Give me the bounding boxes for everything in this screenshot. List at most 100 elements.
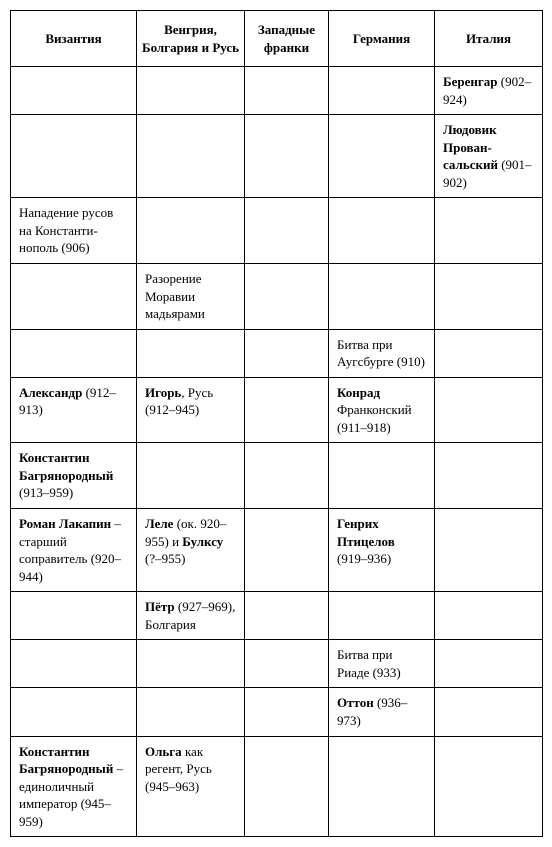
cell <box>435 198 543 264</box>
cell: Пётр (927–969), Болгария <box>137 592 245 640</box>
ruler-name: Булксу <box>182 534 223 549</box>
cell: Игорь, Русь (912–945) <box>137 377 245 443</box>
cell: Битва при Аугсбурге (910) <box>329 329 435 377</box>
event-text: Нападение русов на Константи­нополь (906… <box>19 205 113 255</box>
cell <box>245 592 329 640</box>
table-row: Пётр (927–969), Болгария <box>11 592 543 640</box>
cell <box>435 736 543 837</box>
header-italy: Италия <box>435 11 543 67</box>
event-text: Битва при Аугсбурге (910) <box>337 337 425 370</box>
cell <box>435 264 543 330</box>
cell <box>435 509 543 592</box>
ruler-dates: (?–955) <box>145 551 185 566</box>
cell <box>245 115 329 198</box>
cell <box>329 67 435 115</box>
cell: Беренгар (902–924) <box>435 67 543 115</box>
cell <box>245 688 329 736</box>
ruler-dates: (919–936) <box>337 551 391 566</box>
table-row: Константин Багрянородный (913–959) <box>11 443 543 509</box>
cell <box>137 329 245 377</box>
table-row: Людовик Прован­сальский (901–902) <box>11 115 543 198</box>
ruler-name: Константин Багрянородный <box>19 744 113 777</box>
ruler-name: Конрад <box>337 385 380 400</box>
cell <box>245 198 329 264</box>
cell <box>11 592 137 640</box>
header-hungary-bulgaria-rus: Венгрия, Болгария и Русь <box>137 11 245 67</box>
header-germany: Германия <box>329 11 435 67</box>
header-west-franks: Западные франки <box>245 11 329 67</box>
cell <box>329 198 435 264</box>
cell <box>137 443 245 509</box>
ruler-name: Пётр <box>145 599 175 614</box>
ruler-name: Ольга <box>145 744 182 759</box>
table-body: Беренгар (902–924) Людовик Прован­сальск… <box>11 67 543 837</box>
cell <box>329 115 435 198</box>
cell <box>435 377 543 443</box>
header-row: Византия Венгрия, Болгария и Русь Западн… <box>11 11 543 67</box>
cell <box>435 688 543 736</box>
cell: Ольга как регент, Русь (945–963) <box>137 736 245 837</box>
cell <box>245 377 329 443</box>
ruler-dates: (913–959) <box>19 485 73 500</box>
cell <box>11 329 137 377</box>
table-row: Александр (912–913) Игорь, Русь (912–945… <box>11 377 543 443</box>
table-row: Битва при Аугсбурге (910) <box>11 329 543 377</box>
table-row: Беренгар (902–924) <box>11 67 543 115</box>
cell <box>329 592 435 640</box>
event-text: Разорение Моравии мадьярами <box>145 271 205 321</box>
cell: Леле (ок. 920–955) и Булксу (?–955) <box>137 509 245 592</box>
cell <box>245 443 329 509</box>
cell: Оттон (936–973) <box>329 688 435 736</box>
ruler-name: Леле <box>145 516 173 531</box>
ruler-dates: Франконский (911–918) <box>337 402 412 435</box>
table-row: Роман Лакапин – старший соправитель (920… <box>11 509 543 592</box>
cell <box>245 640 329 688</box>
cell <box>11 115 137 198</box>
cell: Нападение русов на Константи­нополь (906… <box>11 198 137 264</box>
ruler-name: Роман Лакапин <box>19 516 111 531</box>
cell <box>245 329 329 377</box>
table-row: Нападение русов на Константи­нополь (906… <box>11 198 543 264</box>
cell: Конрад Франконский (911–918) <box>329 377 435 443</box>
header-byzantium: Византия <box>11 11 137 67</box>
cell: Роман Лакапин – старший соправитель (920… <box>11 509 137 592</box>
cell: Генрих Птицелов (919–936) <box>329 509 435 592</box>
cell <box>435 443 543 509</box>
table-row: Оттон (936–973) <box>11 688 543 736</box>
cell <box>11 67 137 115</box>
ruler-name: Игорь <box>145 385 181 400</box>
cell <box>435 329 543 377</box>
cell: Константин Багрянородный – единоличный и… <box>11 736 137 837</box>
cell: Александр (912–913) <box>11 377 137 443</box>
ruler-name: Людовик Прован­сальский <box>443 122 498 172</box>
cell <box>245 509 329 592</box>
cell <box>137 640 245 688</box>
ruler-name: Константин Багрянородный <box>19 450 113 483</box>
cell <box>137 198 245 264</box>
ruler-name: Генрих Птицелов <box>337 516 395 549</box>
ruler-name: Беренгар <box>443 74 498 89</box>
cell <box>245 736 329 837</box>
table-row: Битва при Риаде (933) <box>11 640 543 688</box>
cell: Разорение Моравии мадьярами <box>137 264 245 330</box>
cell <box>245 67 329 115</box>
ruler-name: Оттон <box>337 695 374 710</box>
cell: Людовик Прован­сальский (901–902) <box>435 115 543 198</box>
cell <box>11 264 137 330</box>
cell: Константин Багрянородный (913–959) <box>11 443 137 509</box>
event-text: Битва при Риаде (933) <box>337 647 401 680</box>
cell <box>329 736 435 837</box>
cell <box>11 640 137 688</box>
cell <box>329 443 435 509</box>
table-row: Константин Багрянородный – единоличный и… <box>11 736 543 837</box>
cell: Битва при Риаде (933) <box>329 640 435 688</box>
cell <box>137 115 245 198</box>
cell <box>435 592 543 640</box>
cell <box>137 688 245 736</box>
table-row: Разорение Моравии мадьярами <box>11 264 543 330</box>
cell <box>435 640 543 688</box>
cell <box>137 67 245 115</box>
cell <box>329 264 435 330</box>
ruler-name: Александр <box>19 385 82 400</box>
cell <box>245 264 329 330</box>
